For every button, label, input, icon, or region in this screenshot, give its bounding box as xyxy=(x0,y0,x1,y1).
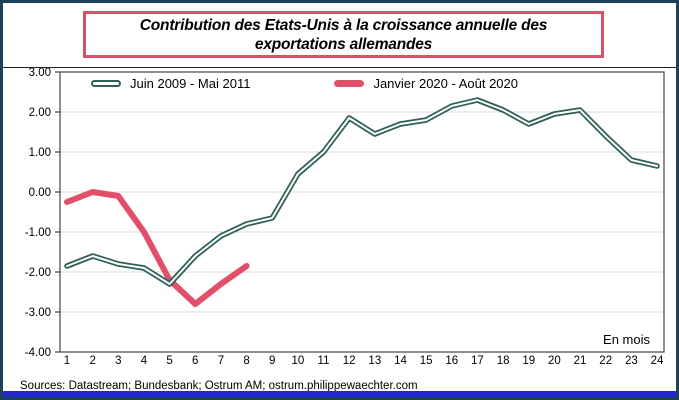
y-axis-label: -1.00 xyxy=(25,227,51,239)
x-axis-label: 13 xyxy=(368,355,381,367)
x-axis-label: 1 xyxy=(64,355,70,367)
x-axis-label: 18 xyxy=(497,355,510,367)
sources-footer: Sources: Datastream; Bundesbank; Ostrum … xyxy=(20,380,418,392)
legend-spacer xyxy=(259,83,325,84)
x-axis-label: 22 xyxy=(599,355,612,367)
legend-marker-outlined-line xyxy=(91,79,121,87)
y-axis-label: 0.00 xyxy=(29,187,51,199)
series-line-1-core xyxy=(66,99,658,285)
x-axis-label: 20 xyxy=(548,355,561,367)
x-axis-label: 24 xyxy=(651,355,664,367)
plot-frame xyxy=(59,71,665,353)
legend-marker-solid-line xyxy=(334,79,365,87)
x-axis-label: 2 xyxy=(89,355,95,367)
y-axis-label: -2.00 xyxy=(25,267,51,279)
x-axis-label: 9 xyxy=(269,355,275,367)
bottom-accent-bar xyxy=(3,391,676,397)
x-axis-label: 3 xyxy=(115,355,121,367)
y-axis-label: 3.00 xyxy=(29,67,51,79)
x-axis-label: 7 xyxy=(218,355,224,367)
x-axis-label: 19 xyxy=(522,355,535,367)
x-axis-label: 17 xyxy=(471,355,484,367)
x-axis-title: En mois xyxy=(603,332,650,347)
x-axis-label: 4 xyxy=(141,355,148,367)
x-axis-label: 8 xyxy=(243,355,249,367)
series-line-2 xyxy=(64,189,250,307)
x-axis-label: 14 xyxy=(394,355,407,367)
line-chart: 3.002.001.000.00-1.00-2.00-3.00-4.001 2 3 4… xyxy=(25,67,665,367)
y-axis-label: 1.00 xyxy=(29,147,51,159)
chart-title-box: Contribution des Etats-Unis à la croissa… xyxy=(83,11,604,58)
chart-title-line2: exportations allemandes xyxy=(254,35,433,53)
y-axis-label: -3.00 xyxy=(25,307,51,319)
x-axis-label: 16 xyxy=(445,355,458,367)
chart-title-line1: Contribution des Etats-Unis à la croissa… xyxy=(139,16,548,34)
y-axis-label: 2.00 xyxy=(29,107,51,119)
legend: Juin 2009 - Mai 2011 Janvier 2020 - Août… xyxy=(91,74,518,92)
x-axis-label: 11 xyxy=(318,355,330,367)
x-axis-label: 21 xyxy=(574,355,587,367)
x-axis-label: 23 xyxy=(625,355,638,367)
x-axis-label: 5 xyxy=(166,355,172,367)
x-axis-label: 10 xyxy=(291,355,304,367)
x-axis-label: 15 xyxy=(420,355,433,367)
legend-label-series2: Janvier 2020 - Août 2020 xyxy=(373,75,519,91)
x-axis-label: 12 xyxy=(343,355,356,367)
x-axis-label: 6 xyxy=(192,355,198,367)
y-axis-label: -4.00 xyxy=(25,347,51,359)
title-separator xyxy=(3,67,676,68)
legend-label-series1: Juin 2009 - Mai 2011 xyxy=(130,75,251,91)
